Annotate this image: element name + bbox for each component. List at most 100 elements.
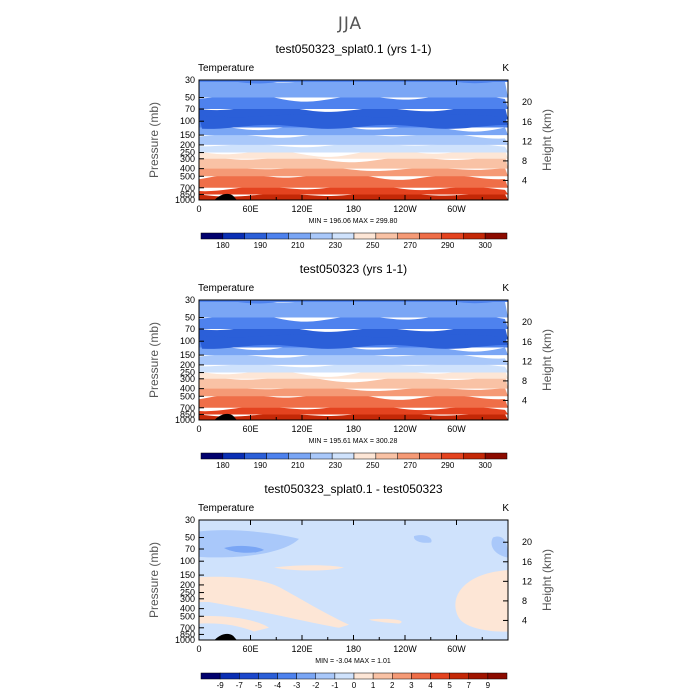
contour-band xyxy=(369,618,402,624)
colorbar-label: -3 xyxy=(293,681,301,690)
colorbar-label: 4 xyxy=(428,681,433,690)
y-tick-label: 1000 xyxy=(175,195,195,205)
contour-band xyxy=(199,404,508,415)
x-tick-label: 120E xyxy=(291,204,312,214)
variable-label: Temperature xyxy=(198,63,255,74)
y-tick-label: 150 xyxy=(180,130,195,140)
y2-tick-label: 4 xyxy=(522,615,527,625)
y-tick-label: 850 xyxy=(180,409,195,419)
colorbar-box xyxy=(397,452,420,460)
colorbar-label: 290 xyxy=(441,241,455,250)
contour-band xyxy=(199,131,508,145)
x-tick-label: 120E xyxy=(291,644,312,654)
y-tick-label: 250 xyxy=(180,148,195,158)
y-tick-label: 200 xyxy=(180,140,195,150)
colorbar-box xyxy=(219,672,240,680)
y2-axis-label: Height (km) xyxy=(540,549,554,611)
colorbar-label: -5 xyxy=(255,681,263,690)
y2-tick-label: 12 xyxy=(522,576,532,586)
chart-panel-2: test050323 (yrs 1-1) Temperature K 0 60E 120E… xyxy=(147,262,554,470)
y-tick-label: 500 xyxy=(180,171,195,181)
y-tick-label: 30 xyxy=(185,75,195,85)
colorbar-box xyxy=(296,672,316,680)
variable-label: Temperature xyxy=(198,283,255,294)
topography xyxy=(214,413,237,420)
colorbar-label: 180 xyxy=(216,461,230,470)
colorbar-box xyxy=(468,672,489,680)
colorbar-label: -1 xyxy=(331,681,339,690)
y-tick-label: 400 xyxy=(180,384,195,394)
colorbar-label: 230 xyxy=(329,461,343,470)
x-tick-label: 0 xyxy=(196,424,201,434)
colorbar-box xyxy=(266,452,289,460)
y2-tick-label: 12 xyxy=(522,356,532,366)
colorbar-box xyxy=(288,232,311,240)
y2-tick-label: 16 xyxy=(522,117,532,127)
colorbar-box xyxy=(487,672,508,680)
colorbar-label: 3 xyxy=(409,681,414,690)
y2-tick-label: 4 xyxy=(522,175,527,185)
colorbar-label: 190 xyxy=(254,241,268,250)
y-tick-label: 500 xyxy=(180,391,195,401)
x-tick-label: 60E xyxy=(242,424,258,434)
colorbar-label: 0 xyxy=(352,681,357,690)
y-tick-label: 500 xyxy=(180,611,195,621)
stats-text: MIN = 195.61 MAX = 300.28 xyxy=(309,438,398,445)
contour-band xyxy=(274,565,344,571)
colorbar-label: 1 xyxy=(371,681,376,690)
y-tick-label: 700 xyxy=(180,403,195,413)
colorbar-box xyxy=(277,672,297,680)
y-tick-label: 70 xyxy=(185,104,195,114)
colorbar-box xyxy=(310,232,333,240)
contour-band xyxy=(199,80,508,98)
contour-band xyxy=(199,576,349,628)
colorbar-label: 290 xyxy=(441,461,455,470)
contour-band xyxy=(199,392,508,408)
colorbar-box xyxy=(441,452,464,460)
colorbar-box xyxy=(419,452,442,460)
x-tick-label: 120W xyxy=(393,644,417,654)
y-axis-label: Pressure (mb) xyxy=(147,102,161,178)
colorbar-box xyxy=(310,452,333,460)
colorbar-box xyxy=(411,672,431,680)
contour-field xyxy=(199,520,508,640)
contour-band xyxy=(199,172,508,188)
x-tick-label: 180 xyxy=(346,424,361,434)
x-tick-label: 180 xyxy=(346,644,361,654)
x-tick-label: 60E xyxy=(242,204,258,214)
colorbar-box xyxy=(353,452,377,460)
colorbar-label: 2 xyxy=(390,681,395,690)
y-tick-label: 50 xyxy=(185,312,195,322)
colorbar-label: 210 xyxy=(291,461,305,470)
contour-band xyxy=(199,351,508,365)
colorbar-box xyxy=(331,232,355,240)
stats-text: MIN = -3.04 MAX = 1.01 xyxy=(315,658,391,665)
contour-band xyxy=(413,535,432,543)
colorbar-box xyxy=(244,452,267,460)
contour-band xyxy=(199,313,508,329)
y2-tick-label: 20 xyxy=(522,97,532,107)
contour-band xyxy=(199,93,508,109)
contour-band xyxy=(199,184,508,195)
y-tick-label: 200 xyxy=(180,580,195,590)
contour-band xyxy=(199,343,508,356)
colorbar-label: 270 xyxy=(404,241,418,250)
colorbar-box xyxy=(200,452,224,460)
y-tick-label: 1000 xyxy=(175,635,195,645)
colorbar-box xyxy=(430,672,450,680)
x-tick-label: 60W xyxy=(447,644,466,654)
y2-tick-label: 20 xyxy=(522,537,532,547)
colorbar-label: 7 xyxy=(467,681,472,690)
chart-panel-1: test050323_splat0.1 (yrs 1-1) Temperature… xyxy=(147,42,554,250)
y-tick-label: 200 xyxy=(180,360,195,370)
colorbar-label: 230 xyxy=(329,241,343,250)
y-tick-label: 50 xyxy=(185,92,195,102)
colorbar-box xyxy=(484,452,508,460)
colorbar-label: 9 xyxy=(486,681,491,690)
chart-panel-3: test050323_splat0.1 - test050323 Temperat… xyxy=(147,482,554,690)
units-label: K xyxy=(502,503,509,514)
x-tick-label: 120E xyxy=(291,424,312,434)
colorbar-box xyxy=(239,672,259,680)
y-tick-label: 400 xyxy=(180,604,195,614)
